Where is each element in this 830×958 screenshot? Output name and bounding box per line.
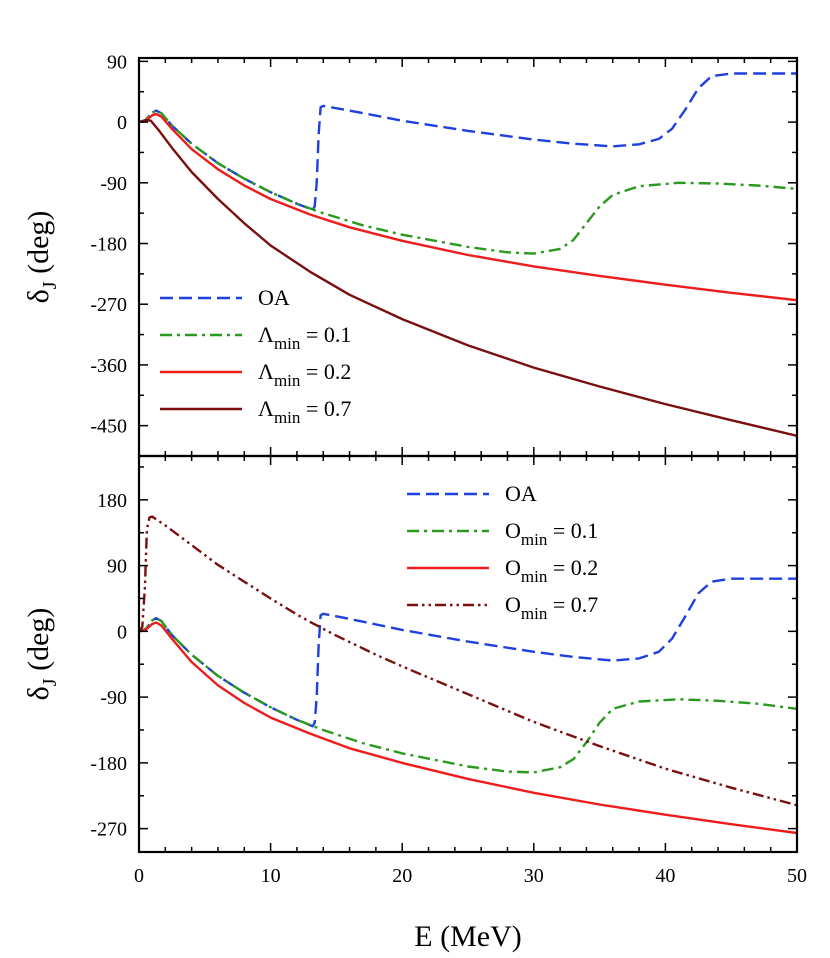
series-line-bottom-2 <box>139 621 797 835</box>
legend-bottom: OA Omin = 0.1 Omin = 0.2 Omin = 0.7 <box>407 481 598 623</box>
y-axis-title-top: δJ (deg) <box>22 211 61 304</box>
legend-label-bottom-2: Omin = 0.2 <box>505 555 598 586</box>
y-tick-label-bottom: 0 <box>117 621 127 643</box>
series-line-bottom-3 <box>139 515 797 807</box>
plot-frame-top <box>137 56 799 458</box>
x-tick-label: 0 <box>134 865 144 887</box>
x-tick-label: 50 <box>787 865 807 887</box>
y-axis-title-bottom: δJ (deg) <box>22 608 61 701</box>
y-tick-label-top: -360 <box>90 355 127 377</box>
x-tick-label: 10 <box>261 865 281 887</box>
y-tick-label-bottom: -90 <box>100 687 127 709</box>
legend-top: OA Λmin = 0.1 Λmin = 0.2 Λmin = 0.7 <box>160 285 351 427</box>
series-line-bottom-1 <box>139 617 797 774</box>
y-tick-label-top: -450 <box>90 416 127 438</box>
x-tick-label: 20 <box>392 865 412 887</box>
plot-frame-bottom <box>137 454 799 854</box>
legend-label-top-2: Λmin = 0.2 <box>258 359 351 390</box>
y-tick-label-top: 90 <box>107 51 127 73</box>
y-tick-label-bottom: -270 <box>90 819 127 841</box>
series-line-top-0 <box>139 72 797 211</box>
series-line-top-3 <box>139 118 797 437</box>
y-tick-label-top: 0 <box>117 112 127 134</box>
y-tick-label-top: -90 <box>100 173 127 195</box>
x-axis-title: E (MeV) <box>414 920 521 953</box>
legend-label-bottom-0: OA <box>505 481 537 506</box>
y-tick-label-bottom: -180 <box>90 753 127 775</box>
legend-label-top-0: OA <box>258 285 290 310</box>
series-line-top-2 <box>139 112 797 302</box>
legend-label-bottom-1: Omin = 0.1 <box>505 518 598 549</box>
y-tick-label-bottom: 180 <box>97 490 127 512</box>
legend-label-top-3: Λmin = 0.7 <box>258 396 351 427</box>
legend-label-bottom-3: Omin = 0.7 <box>505 592 598 623</box>
plot-area-bottom <box>139 515 797 835</box>
series-line-bottom-0 <box>139 577 797 728</box>
x-tick-label: 40 <box>655 865 675 887</box>
y-tick-label-top: -180 <box>90 234 127 256</box>
legend-label-top-1: Λmin = 0.1 <box>258 322 351 353</box>
y-tick-label-top: -270 <box>90 294 127 316</box>
series-line-top-1 <box>139 109 797 255</box>
x-tick-label: 30 <box>524 865 544 887</box>
y-tick-label-bottom: 90 <box>107 556 127 578</box>
plot-area-top <box>139 72 797 437</box>
